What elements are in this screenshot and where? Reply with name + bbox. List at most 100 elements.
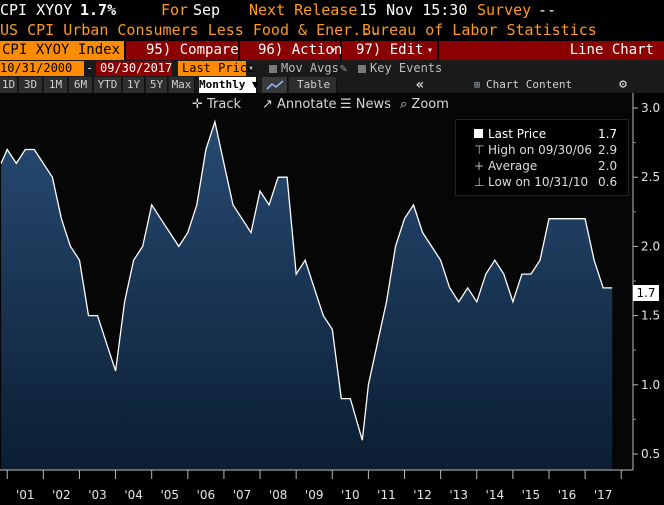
frequency-select[interactable]: Monthly ▼ [199, 77, 259, 93]
price-field-select[interactable]: Last Price [178, 61, 254, 76]
y-tick-label: 2.0 [641, 239, 660, 253]
news-tool[interactable]: ☰ News [340, 95, 391, 115]
security-field[interactable]: CPI XYOY Index [0, 41, 124, 60]
x-tick-label: '15 [522, 488, 541, 502]
period-1y[interactable]: 1Y [123, 77, 145, 93]
actions-number: 96) [258, 42, 284, 58]
start-date-field[interactable]: 10/31/2000 [0, 61, 84, 76]
chart-content-label: Chart Content [486, 78, 573, 91]
edit-button[interactable]: 97) Edit ▾ [342, 41, 437, 60]
date-dash: - [86, 61, 94, 75]
x-axis-band [0, 470, 633, 505]
edit-number: 97) [356, 42, 382, 58]
end-date-text: 09/30/2017 [100, 61, 173, 75]
chart-type-field[interactable]: Line Chart [439, 41, 664, 60]
table-button[interactable]: Table [289, 77, 337, 93]
edit-caret-icon: ▾ [426, 45, 433, 56]
x-tick-label: '16 [558, 488, 577, 502]
security-field-text: CPI XYOY Index [2, 42, 121, 58]
high-marker-icon: ⊤ [474, 143, 485, 157]
y-tick-label: 2.5 [641, 170, 660, 184]
key-events-checkbox[interactable] [358, 64, 366, 73]
x-tick-label: '17 [594, 488, 613, 502]
track-label: Track [207, 97, 242, 112]
legend-average-label: Average [488, 159, 538, 173]
legend-low-value: 0.6 [598, 175, 618, 189]
mov-avgs-checkbox[interactable] [269, 64, 277, 73]
legend-average: + Average 2.0 [456, 158, 628, 174]
crosshair-icon: ✛ [192, 97, 208, 112]
actions-label: Actions [291, 42, 351, 58]
zoom-label: Zoom [411, 97, 449, 112]
track-tool[interactable]: ✛ Track [192, 95, 241, 115]
survey-label: Survey [477, 1, 532, 19]
legend-low-label: Low on 10/31/10 [488, 175, 589, 189]
table-label: Table [297, 78, 331, 91]
period-6m[interactable]: 6M [69, 77, 93, 93]
compare-button[interactable]: 95) Compare [126, 41, 239, 60]
price-field-text: Last Price [182, 61, 255, 75]
actions-button[interactable]: 96) Actions ▾ [240, 41, 351, 60]
x-tick-label: '11 [377, 488, 396, 502]
price-field-caret-icon[interactable]: ▾ [248, 63, 255, 74]
security-name: US CPI Urban Consumers Less Food & Ener.… [0, 21, 380, 39]
legend-high-label: High on 09/30/06 [488, 143, 593, 157]
settings-gear-icon[interactable]: ⚙ [619, 77, 627, 92]
collapse-icon[interactable]: « [415, 77, 425, 93]
legend-high-value: 2.9 [598, 143, 618, 157]
end-date-field[interactable]: 09/30/2017 [96, 61, 172, 76]
next-release-value: 15 Nov 15:30 [359, 1, 468, 19]
survey-value: -- [538, 1, 557, 19]
ticker-value: 1.7% [80, 1, 117, 19]
y-tick-label: 0.5 [641, 447, 660, 461]
period-5y[interactable]: 5Y [146, 77, 168, 93]
chart-content-button[interactable]: ⊞ Chart Content [470, 77, 590, 93]
legend-high: ⊤ High on 09/30/06 2.9 [456, 142, 628, 158]
next-release-label: Next Release [249, 1, 358, 19]
white-square-icon [474, 129, 483, 138]
period-ytd[interactable]: YTD [94, 77, 122, 93]
mov-avgs-toggle[interactable]: Mov Avgs [269, 60, 339, 77]
average-marker-icon: + [474, 159, 485, 173]
key-events-toggle[interactable]: Key Events [358, 60, 442, 77]
low-marker-icon: ⊥ [474, 175, 485, 189]
x-tick-label: '02 [52, 488, 71, 502]
compare-label: Compare [179, 42, 239, 58]
x-tick-label: '06 [197, 488, 216, 502]
description-bar: US CPI Urban Consumers Less Food & Ener.… [0, 20, 664, 40]
chart-content-icon: ⊞ [474, 80, 487, 91]
last-value-tag: 1.7 [633, 285, 659, 301]
period-1d[interactable]: 1D [0, 77, 18, 93]
legend-box: Last Price 1.7 ⊤ High on 09/30/06 2.9 + … [455, 119, 629, 196]
legend-average-value: 2.0 [598, 159, 618, 173]
news-label: News [355, 97, 391, 112]
line-chart-icon[interactable] [262, 77, 288, 93]
period-3d[interactable]: 3D [19, 77, 43, 93]
x-tick-label: '07 [233, 488, 252, 502]
x-tick-label: '09 [305, 488, 324, 502]
actions-caret-icon: ▾ [329, 45, 336, 56]
y-tick-label: 3.0 [641, 101, 660, 115]
mov-avgs-label: Mov Avgs [281, 61, 339, 75]
compare-number: 95) [146, 42, 172, 58]
date-range-bar: 10/31/2000 - 09/30/2017 Last Price ▾ Mov… [0, 60, 664, 77]
x-tick-label: '04 [124, 488, 143, 502]
magnifier-icon: ⌕ [400, 97, 412, 112]
pencil-icon[interactable]: ✎ [340, 61, 348, 75]
for-value: Sep [193, 1, 221, 19]
ticker-symbol: CPI XYOY [0, 1, 73, 19]
chart-area[interactable]: 3.0 2.5 2.0 1.5 1.0 0.5 '01 '02 '03 '04 '05 '06 '07 '… [0, 93, 664, 505]
zoom-tool[interactable]: ⌕ Zoom [400, 95, 449, 115]
x-tick-label: '14 [486, 488, 505, 502]
annotate-tool[interactable]: ↗ Annotate [262, 95, 337, 115]
period-1m[interactable]: 1M [44, 77, 68, 93]
ticker-bar: CPI XYOY 1.7% For Sep Next Release 15 No… [0, 0, 664, 20]
x-tick-label: '13 [449, 488, 468, 502]
legend-last-price-label: Last Price [488, 127, 547, 141]
chart-type-label: Line Chart [569, 42, 654, 58]
period-max[interactable]: Max [169, 77, 195, 93]
x-tick-label: '12 [413, 488, 432, 502]
price-chart: 3.0 2.5 2.0 1.5 1.0 0.5 '01 '02 '03 '04 '05 '06 '07 '… [0, 93, 660, 505]
for-label: For [161, 1, 189, 19]
start-date-text: 10/31/2000 [0, 61, 73, 75]
